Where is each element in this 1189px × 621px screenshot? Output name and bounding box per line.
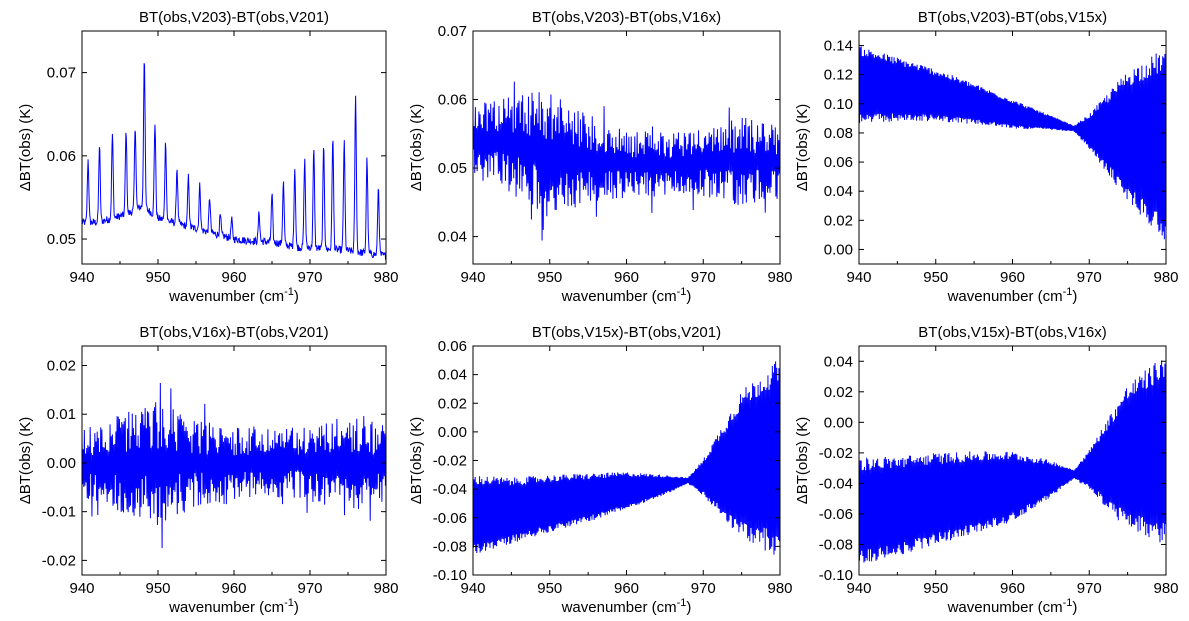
chart-title: BT(obs,V15x)-BT(obs,V16x) [918, 324, 1106, 341]
x-axis-label: wavenumber (cm-1) [947, 597, 1078, 616]
y-tick-label: -0.08 [819, 536, 853, 553]
y-tick-label: 0.04 [824, 183, 853, 200]
y-tick-label: 0.00 [438, 424, 467, 441]
y-tick-label: 0.05 [438, 160, 467, 177]
x-tick-label: 980 [767, 580, 792, 597]
x-axis-label: wavenumber (cm-1) [168, 597, 299, 616]
x-tick-label: 980 [1153, 269, 1178, 286]
y-tick-label: 0.08 [824, 125, 853, 142]
y-tick-label: 0.00 [824, 414, 853, 431]
y-tick-label: 0.14 [824, 38, 853, 55]
y-tick-label: 0.05 [47, 231, 76, 248]
y-tick-label: 0.10 [824, 96, 853, 113]
x-tick-label: 950 [923, 269, 948, 286]
y-tick-label: 0.07 [47, 65, 76, 82]
y-tick-label: -0.04 [433, 481, 467, 498]
y-axis-label: ΔBT(obs) (K) [17, 417, 34, 505]
x-tick-label: 940 [460, 269, 485, 286]
series-line [472, 357, 781, 555]
y-tick-label: -0.10 [819, 567, 853, 584]
series-line [858, 360, 1167, 563]
x-axis-label: wavenumber (cm-1) [561, 286, 692, 305]
chart-title: BT(obs,V16x)-BT(obs,V201) [139, 324, 328, 341]
y-tick-label: 0.02 [824, 384, 853, 401]
x-axis-label: wavenumber (cm-1) [168, 286, 299, 305]
x-tick-label: 940 [460, 580, 485, 597]
y-tick-label: -0.02 [42, 552, 76, 569]
y-tick-label: 0.12 [824, 67, 853, 84]
x-tick-label: 970 [1077, 580, 1102, 597]
chart-panel-6: BT(obs,V15x)-BT(obs,V16x) 940 950 960 970 980… [794, 324, 1179, 616]
y-tick-label: 0.06 [438, 338, 467, 355]
x-tick-label: 980 [373, 580, 398, 597]
x-tick-label: 950 [537, 269, 562, 286]
series-line [858, 46, 1167, 240]
y-tick-label: 0.06 [438, 92, 467, 109]
y-tick-label: -0.02 [819, 445, 853, 462]
chart-panel-3: BT(obs,V203)-BT(obs,V15x) 940 950 960 970 980… [794, 9, 1179, 305]
y-tick-label: 0.04 [438, 367, 467, 384]
x-tick-label: 950 [923, 580, 948, 597]
x-tick-label: 980 [1153, 580, 1178, 597]
x-tick-label: 970 [297, 580, 322, 597]
y-tick-label: 0.04 [824, 353, 853, 370]
x-tick-label: 950 [145, 580, 170, 597]
x-tick-label: 960 [614, 580, 639, 597]
y-tick-label: 0.00 [824, 241, 853, 258]
y-tick-label: 0.02 [824, 212, 853, 229]
chart-title: BT(obs,V203)-BT(obs,V201) [139, 9, 329, 26]
y-axis-label: ΔBT(obs) (K) [408, 104, 425, 192]
x-tick-label: 940 [846, 269, 871, 286]
y-tick-label: 0.00 [47, 455, 76, 472]
x-axis-label: wavenumber (cm-1) [561, 597, 692, 616]
y-axis-label: ΔBT(obs) (K) [794, 417, 811, 505]
x-tick-label: 970 [1077, 269, 1102, 286]
y-tick-label: 0.04 [438, 229, 467, 246]
y-tick-label: -0.08 [433, 538, 467, 555]
x-tick-label: 950 [537, 580, 562, 597]
y-tick-label: -0.04 [819, 475, 853, 492]
y-tick-label: 0.06 [47, 148, 76, 165]
y-tick-label: 0.01 [47, 406, 76, 423]
y-axis-label: ΔBT(obs) (K) [408, 417, 425, 505]
x-tick-label: 970 [691, 269, 716, 286]
x-tick-label: 940 [846, 580, 871, 597]
x-tick-label: 950 [145, 269, 170, 286]
chart-panel-1: BT(obs,V203)-BT(obs,V201) 940 950 960 970 980… [17, 9, 399, 305]
x-tick-label: 940 [69, 580, 94, 597]
y-tick-label: -0.10 [433, 567, 467, 584]
y-tick-label: 0.06 [824, 154, 853, 171]
chart-panel-5: BT(obs,V15x)-BT(obs,V201) 940 950 960 970 980… [408, 324, 793, 616]
plot-frame [81, 30, 387, 265]
series-line [81, 382, 387, 549]
chart-panel-4: BT(obs,V16x)-BT(obs,V201) 940 950 960 970 980… [17, 324, 399, 616]
y-tick-label: 0.07 [438, 23, 467, 40]
chart-title: BT(obs,V203)-BT(obs,V16x) [532, 9, 721, 26]
x-tick-label: 960 [221, 269, 246, 286]
y-tick-label: -0.06 [433, 510, 467, 527]
x-tick-label: 960 [614, 269, 639, 286]
x-tick-label: 940 [69, 269, 94, 286]
series-line [472, 81, 781, 241]
x-tick-label: 970 [297, 269, 322, 286]
x-axis-label: wavenumber (cm-1) [947, 286, 1078, 305]
y-tick-label: 0.02 [438, 395, 467, 412]
y-tick-label: -0.06 [819, 506, 853, 523]
y-tick-label: 0.02 [47, 357, 76, 374]
y-tick-label: -0.01 [42, 504, 76, 521]
x-tick-label: 960 [1000, 580, 1025, 597]
x-tick-label: 960 [1000, 269, 1025, 286]
x-tick-label: 980 [373, 269, 398, 286]
chart-title: BT(obs,V15x)-BT(obs,V201) [532, 324, 721, 341]
x-tick-label: 970 [691, 580, 716, 597]
series-line [81, 63, 387, 260]
x-tick-label: 980 [767, 269, 792, 286]
y-axis-label: ΔBT(obs) (K) [17, 104, 34, 192]
y-axis-label: ΔBT(obs) (K) [794, 104, 811, 192]
x-tick-label: 960 [221, 580, 246, 597]
y-tick-label: -0.02 [433, 453, 467, 470]
chart-panel-2: BT(obs,V203)-BT(obs,V16x) 940 950 960 970 980… [408, 9, 793, 305]
chart-title: BT(obs,V203)-BT(obs,V15x) [918, 9, 1107, 26]
